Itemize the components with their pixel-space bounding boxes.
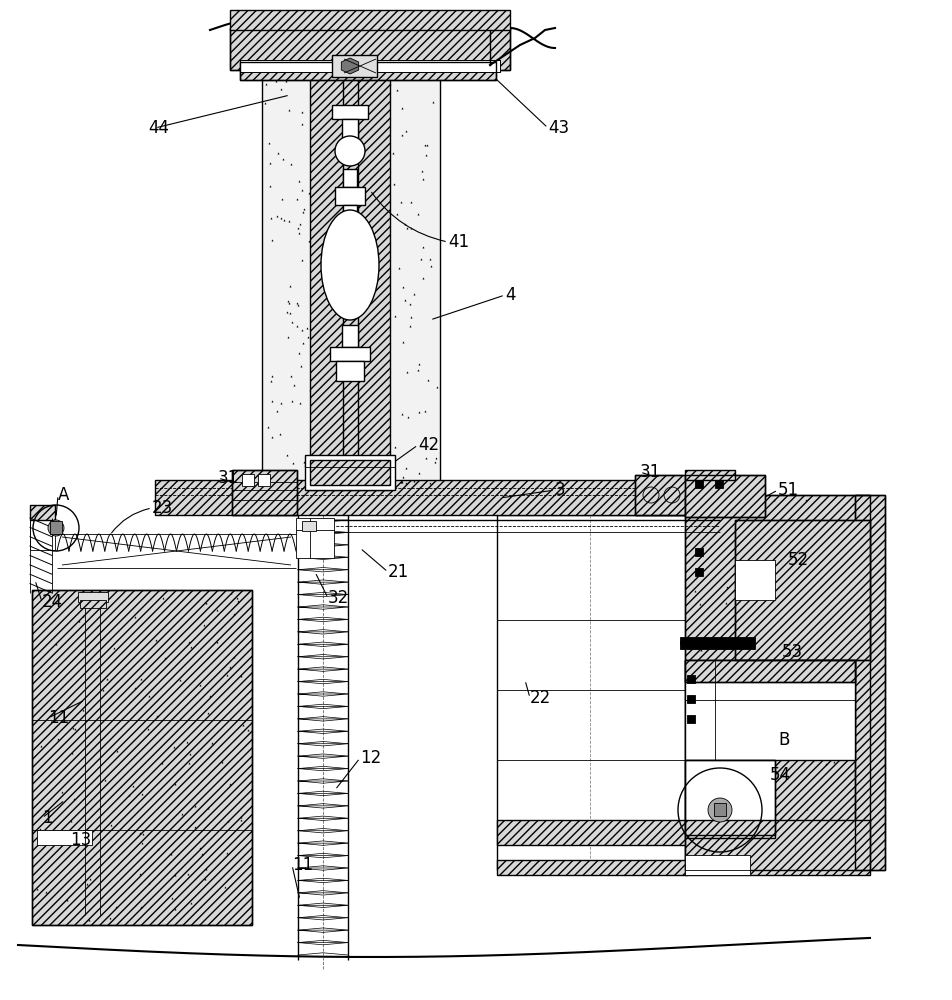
Bar — [684, 475, 764, 517]
Bar — [296, 518, 333, 558]
Bar — [229, 10, 509, 30]
Bar — [331, 55, 377, 77]
Bar — [329, 347, 369, 361]
Bar — [734, 560, 774, 600]
Bar — [684, 855, 749, 875]
Ellipse shape — [321, 210, 379, 320]
Bar — [342, 119, 358, 139]
Bar — [50, 521, 62, 534]
Bar — [305, 455, 394, 490]
Bar — [335, 187, 365, 205]
Bar — [684, 475, 764, 517]
Bar — [686, 715, 694, 723]
Polygon shape — [341, 58, 358, 74]
Bar — [30, 505, 55, 550]
Bar — [686, 695, 694, 703]
Text: 43: 43 — [547, 119, 568, 137]
Text: 54: 54 — [769, 766, 790, 784]
Bar — [694, 480, 703, 488]
Bar — [684, 760, 774, 825]
Text: 53: 53 — [782, 643, 803, 661]
Text: 3: 3 — [554, 481, 565, 499]
Bar — [634, 475, 694, 515]
Bar — [231, 470, 297, 515]
Bar — [854, 495, 884, 870]
Bar — [854, 495, 884, 870]
Bar — [240, 62, 495, 80]
Bar — [309, 62, 389, 490]
Text: 21: 21 — [387, 563, 408, 581]
Circle shape — [48, 520, 64, 536]
Text: 51: 51 — [777, 481, 799, 499]
Bar — [694, 548, 703, 556]
Bar — [231, 470, 297, 515]
Text: 4: 4 — [505, 286, 515, 304]
Bar — [331, 105, 367, 119]
Bar — [229, 28, 509, 70]
Bar — [684, 495, 869, 870]
Bar — [242, 474, 254, 486]
Bar — [32, 590, 251, 925]
Bar — [240, 60, 500, 72]
Bar — [684, 760, 774, 835]
Bar — [684, 470, 734, 480]
Text: 23: 23 — [151, 499, 173, 517]
Text: 41: 41 — [447, 233, 468, 251]
Bar — [32, 590, 251, 925]
Bar — [336, 361, 364, 381]
Bar — [37, 830, 92, 845]
Bar — [734, 520, 869, 660]
Text: 24: 24 — [42, 593, 63, 611]
Bar — [684, 660, 854, 682]
Text: 32: 32 — [327, 589, 348, 607]
Text: 12: 12 — [360, 749, 381, 767]
Bar — [694, 568, 703, 576]
Bar — [684, 660, 854, 682]
Text: 11: 11 — [48, 709, 69, 727]
Text: 1: 1 — [42, 809, 52, 827]
Bar — [240, 62, 495, 80]
Text: 44: 44 — [148, 119, 169, 137]
Bar — [634, 475, 694, 515]
Bar — [497, 515, 686, 870]
Bar — [684, 660, 854, 760]
Text: A: A — [58, 486, 69, 504]
Text: 31: 31 — [218, 469, 239, 487]
Circle shape — [707, 798, 731, 822]
Bar — [684, 820, 869, 875]
Bar — [342, 325, 358, 347]
Ellipse shape — [335, 136, 365, 166]
Bar — [713, 803, 725, 816]
Bar — [258, 474, 269, 486]
Bar — [686, 675, 694, 683]
Text: 13: 13 — [69, 831, 91, 849]
Bar — [302, 521, 316, 531]
Text: 52: 52 — [787, 551, 808, 569]
Bar — [497, 860, 686, 875]
Bar — [30, 505, 55, 520]
Text: 22: 22 — [529, 689, 550, 707]
Bar — [684, 820, 774, 838]
Text: 42: 42 — [418, 436, 439, 454]
Text: 11: 11 — [291, 856, 313, 874]
Bar — [309, 460, 389, 485]
Bar — [343, 169, 357, 187]
Bar — [497, 820, 686, 845]
Bar — [78, 592, 108, 602]
Bar — [680, 637, 754, 649]
Bar — [343, 205, 357, 225]
Text: B: B — [777, 731, 788, 749]
Text: 31: 31 — [640, 463, 661, 481]
Bar — [240, 60, 500, 72]
Bar — [80, 600, 106, 608]
Bar — [714, 480, 723, 488]
Bar — [734, 520, 869, 660]
Bar — [155, 480, 744, 515]
Bar — [262, 58, 440, 490]
Bar — [684, 495, 869, 870]
